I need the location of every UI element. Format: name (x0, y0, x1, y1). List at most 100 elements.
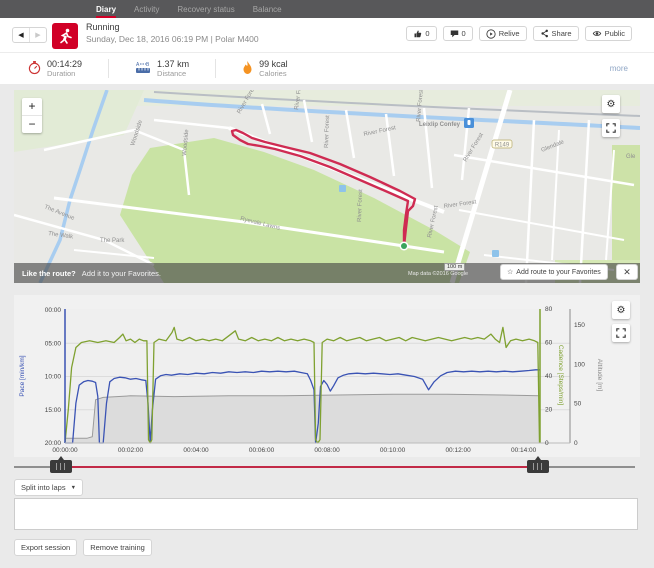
more-link[interactable]: more (609, 64, 628, 73)
map-park-central (120, 138, 470, 283)
map-street-label: River Forest (324, 115, 331, 148)
river-line (38, 90, 109, 283)
axis-label: 10:00 (45, 374, 62, 381)
split-into-laps-button[interactable]: Split into laps ▼ (14, 479, 84, 496)
axis-label: 00:04:00 (183, 447, 209, 454)
training-chart[interactable]: 00:00 05:00 10:00 15:00 20:00 0 20 40 60 80 0 50 100… (14, 295, 640, 457)
like-count: 0 (425, 29, 430, 38)
altitude-line (65, 393, 540, 439)
share-button[interactable]: Share (532, 26, 579, 41)
header-actions: 0 0 Relive Share Public (406, 26, 632, 41)
chart-gear-icon[interactable]: ⚙ (612, 301, 630, 319)
map-attribution: Map data ©2016 Google (408, 271, 469, 277)
session-title: Running (86, 22, 120, 32)
comment-count: 0 (461, 29, 466, 38)
favorite-prompt-bar: Like the route? Add it to your Favorites… (14, 263, 640, 283)
play-circle-icon (486, 28, 496, 39)
slider-right-handle[interactable] (527, 456, 549, 473)
axis-label: 100 (574, 361, 585, 368)
distance-value: 1.37 km (157, 58, 190, 69)
tab-balance[interactable]: Balance (252, 4, 282, 14)
slider-track-left[interactable] (14, 466, 54, 468)
station-marker: Leixlip Confey (419, 118, 474, 128)
transit-poi-icon (339, 185, 346, 192)
share-label: Share (551, 29, 572, 38)
axis-label: 20 (545, 407, 553, 414)
favorite-prompt-text: Add it to your Favorites. (81, 268, 161, 278)
session-pager: ◀ ▶ (12, 27, 47, 43)
runner-icon (60, 28, 72, 44)
pace-line (65, 369, 540, 444)
map-gear-icon[interactable]: ⚙ (602, 95, 620, 113)
close-favorite-bar-button[interactable]: ✕ (616, 264, 638, 280)
prev-session-button[interactable]: ◀ (13, 28, 30, 42)
route-map[interactable]: Leixlip Confey R149 Woodside Woodside Rive… (14, 90, 640, 283)
star-icon: ☆ (507, 269, 514, 276)
map-fullscreen (602, 119, 620, 137)
calories-value: 99 kcal (259, 58, 288, 69)
axis-label: 00:08:00 (314, 447, 340, 454)
cadence-line (64, 326, 541, 444)
add-route-favorites-button[interactable]: ☆ Add route to your Favorites (500, 264, 608, 280)
map-fullscreen-icon[interactable] (602, 119, 620, 137)
axis-label: 05:00 (45, 340, 62, 347)
export-session-button[interactable]: Export session (14, 539, 78, 556)
tab-activity[interactable]: Activity (134, 4, 160, 14)
eye-icon (592, 31, 601, 36)
comment-button[interactable]: 0 (442, 26, 473, 41)
svg-text:B: B (146, 62, 150, 68)
public-button[interactable]: Public (584, 26, 632, 41)
axis-label: 80 (545, 306, 553, 313)
slider-track-selected[interactable] (54, 466, 538, 468)
comment-icon (450, 30, 458, 38)
next-session-button[interactable]: ▶ (35, 32, 41, 39)
axis-label: 0 (545, 440, 549, 447)
remove-training-button[interactable]: Remove training (83, 539, 152, 556)
axis-label: 00:10:00 (380, 447, 406, 454)
axis-label: Pace [min/km] (19, 355, 26, 396)
axis-label: 15:00 (45, 407, 62, 414)
chart-fullscreen-icon[interactable] (612, 324, 630, 342)
map-street-label: River Forest (443, 199, 477, 210)
svg-text:A: A (136, 62, 140, 68)
axis-label: 50 (574, 401, 582, 408)
zoom-out-button[interactable]: − (28, 117, 36, 131)
split-into-laps-label: Split into laps (21, 483, 66, 492)
chevron-down-icon: ▼ (70, 484, 77, 491)
map-street-label: River Forest (357, 189, 364, 222)
relive-button[interactable]: Relive (478, 26, 527, 41)
map-street-label: Woodside (182, 129, 190, 157)
railway-line (153, 91, 640, 117)
tab-recovery-status[interactable]: Recovery status (177, 4, 235, 14)
slider-left-handle[interactable] (50, 456, 72, 473)
axis-label: 00:00 (45, 307, 62, 314)
relive-label: Relive (498, 29, 520, 38)
thumbs-up-icon (414, 30, 422, 38)
stat-calories: 99 kcal Calories (242, 58, 314, 78)
route-layer (230, 128, 417, 251)
like-button[interactable]: 0 (406, 26, 437, 41)
axis-label: Cadence [Steps/min] (557, 345, 564, 406)
flame-icon (243, 61, 252, 75)
slider-track-right[interactable] (538, 466, 635, 468)
canal-line (143, 98, 640, 130)
transit-poi-icon-2 (492, 250, 499, 257)
map-street-label: The Walk (48, 231, 75, 241)
axis-label: 00:14:00 (511, 447, 537, 454)
favorite-prompt-bold: Like the route? (22, 268, 76, 278)
axis-label: 40 (545, 373, 553, 380)
distance-label: Distance (157, 69, 187, 79)
running-sport-icon (52, 23, 78, 49)
axis-label: 00:12:00 (445, 447, 471, 454)
tab-diary[interactable]: Diary (96, 0, 117, 18)
footer-actions: Export session Remove training (14, 539, 152, 556)
axis-label: 00:06:00 (249, 447, 275, 454)
zoom-in-button[interactable]: + (22, 98, 42, 116)
axis-label: 00:02:00 (118, 447, 144, 454)
map-settings: ⚙ (602, 95, 620, 113)
road-shield-label: R149 (495, 143, 510, 149)
map-street-label: Gle (626, 154, 636, 160)
